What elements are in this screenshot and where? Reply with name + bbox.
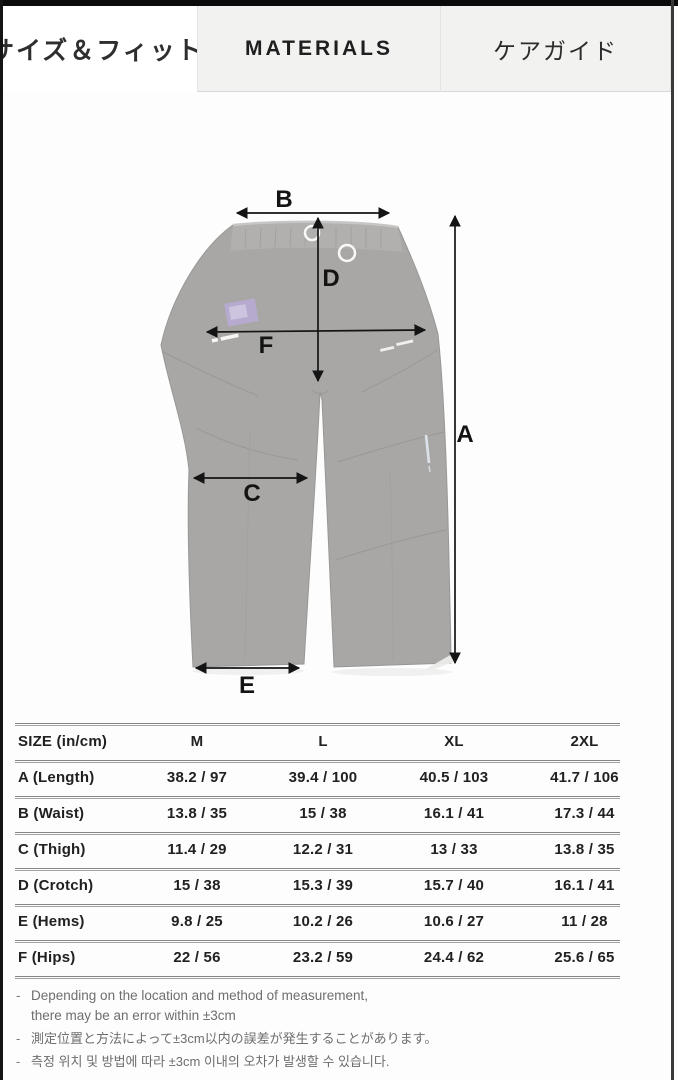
note-kr-text: 측정 위치 및 방법에 따라 ±3cm 이내의 오차가 발생할 수 있습니다. bbox=[31, 1054, 390, 1069]
table-divider bbox=[15, 796, 620, 799]
seam-lines bbox=[162, 349, 447, 661]
tab-materials[interactable]: MATERIALS bbox=[197, 6, 441, 92]
note-bullet: - bbox=[16, 988, 21, 1003]
cell-thigh-l: 12.2 / 31 bbox=[292, 840, 354, 858]
note-en-line2: there may be an error within ±3cm bbox=[31, 1008, 236, 1023]
note-en-line1: Depending on the location and method of … bbox=[31, 988, 368, 1003]
note-jp-text: 測定位置と方法によって±3cm以内の誤差が発生することがあります。 bbox=[31, 1031, 438, 1046]
label-A: A bbox=[456, 421, 473, 448]
measurement-arrows bbox=[192, 207, 461, 674]
note-bullet: - bbox=[16, 1054, 21, 1069]
cell-thigh-xl: 13 / 33 bbox=[430, 840, 478, 858]
right-hem-shadow bbox=[332, 668, 452, 676]
tab-care-guide[interactable]: ケアガイド bbox=[441, 6, 671, 92]
cell-hips-m: 22 / 56 bbox=[173, 948, 221, 966]
screenshot-left-edge bbox=[0, 0, 3, 1080]
pants-silhouette bbox=[160, 221, 452, 668]
tab-bar: サイズ＆フィット MATERIALS ケアガイド bbox=[3, 6, 671, 92]
cell-hems-2xl: 11 / 28 bbox=[561, 912, 608, 930]
row-label-hems: E (Hems) bbox=[18, 912, 85, 930]
tab-care-guide-label: ケアガイド bbox=[493, 37, 618, 64]
note-kr: - 측정 위치 및 방법에 따라 ±3cm 이내의 오차가 발생할 수 있습니다… bbox=[16, 1052, 661, 1072]
cell-length-2xl: 41.7 / 106 bbox=[550, 768, 619, 786]
table-divider bbox=[15, 868, 620, 871]
cell-crotch-xl: 15.7 / 40 bbox=[423, 876, 485, 894]
leg-zipper-pull bbox=[428, 465, 431, 473]
logo-mark-right bbox=[380, 339, 414, 352]
cell-crotch-l: 15.3 / 39 bbox=[292, 876, 354, 894]
cell-hips-xl: 24.4 / 62 bbox=[423, 948, 485, 966]
table-divider bbox=[15, 832, 620, 835]
col-header-2xl: 2XL bbox=[570, 733, 599, 750]
col-header-m: M bbox=[190, 733, 204, 750]
tab-size-fit-label: サイズ＆フィット bbox=[3, 37, 197, 65]
note-jp: - 測定位置と方法によって±3cm以内の誤差が発生することがあります。 bbox=[16, 1029, 661, 1049]
size-table-grid: SIZE (in/cm) M L XL 2XL A (Length) 38.2 … bbox=[15, 723, 650, 975]
row-label-hips: F (Hips) bbox=[18, 948, 76, 966]
row-label-waist: B (Waist) bbox=[18, 804, 85, 822]
table-divider bbox=[15, 904, 620, 907]
cell-waist-m: 13.8 / 35 bbox=[166, 804, 228, 822]
screenshot-right-edge bbox=[671, 0, 674, 1080]
label-C: C bbox=[243, 480, 260, 507]
table-divider bbox=[15, 760, 620, 763]
cell-waist-2xl: 17.3 / 44 bbox=[554, 804, 615, 822]
label-E: E bbox=[239, 672, 255, 699]
arrow-F-hips bbox=[205, 324, 427, 338]
label-F: F bbox=[259, 332, 274, 359]
cell-waist-xl: 16.1 / 41 bbox=[423, 804, 485, 822]
note-en-text: Depending on the location and method of … bbox=[31, 986, 368, 1026]
cell-hips-2xl: 25.6 / 65 bbox=[554, 948, 615, 966]
brand-patch bbox=[224, 298, 259, 327]
note-en: - Depending on the location and method o… bbox=[16, 986, 661, 1026]
col-header-l: L bbox=[318, 733, 328, 750]
label-D: D bbox=[322, 265, 339, 292]
label-B: B bbox=[275, 186, 292, 213]
cell-crotch-2xl: 16.1 / 41 bbox=[554, 876, 615, 894]
cell-hips-l: 23.2 / 59 bbox=[292, 948, 354, 966]
leg-zipper-detail bbox=[424, 434, 431, 464]
measurement-notes: - Depending on the location and method o… bbox=[16, 986, 661, 1075]
cell-thigh-m: 11.4 / 29 bbox=[167, 840, 227, 858]
tab-size-fit[interactable]: サイズ＆フィット bbox=[3, 6, 197, 92]
table-divider bbox=[15, 976, 620, 979]
note-bullet: - bbox=[16, 1031, 21, 1046]
cell-waist-l: 15 / 38 bbox=[299, 804, 347, 822]
col-header-size: SIZE (in/cm) bbox=[18, 733, 108, 750]
cell-hems-l: 10.2 / 26 bbox=[292, 912, 354, 930]
table-divider bbox=[15, 723, 620, 726]
hem-fold-detail bbox=[426, 654, 453, 670]
screenshot-top-edge bbox=[0, 0, 678, 6]
col-header-xl: XL bbox=[444, 733, 464, 750]
drawstring-ring-right bbox=[337, 243, 357, 263]
cell-length-l: 39.4 / 100 bbox=[288, 768, 358, 786]
size-table: SIZE (in/cm) M L XL 2XL A (Length) 38.2 … bbox=[15, 723, 665, 979]
table-divider bbox=[15, 940, 620, 943]
row-label-length: A (Length) bbox=[18, 768, 95, 786]
cell-crotch-m: 15 / 38 bbox=[173, 876, 221, 894]
tab-materials-label: MATERIALS bbox=[245, 36, 393, 60]
cell-length-xl: 40.5 / 103 bbox=[419, 768, 489, 786]
cell-length-m: 38.2 / 97 bbox=[166, 768, 228, 786]
row-label-crotch: D (Crotch) bbox=[18, 876, 94, 894]
cell-hems-xl: 10.6 / 27 bbox=[423, 912, 485, 930]
cell-thigh-2xl: 13.8 / 35 bbox=[554, 840, 615, 858]
row-label-thigh: C (Thigh) bbox=[18, 840, 86, 858]
cell-hems-m: 9.8 / 25 bbox=[171, 912, 223, 930]
